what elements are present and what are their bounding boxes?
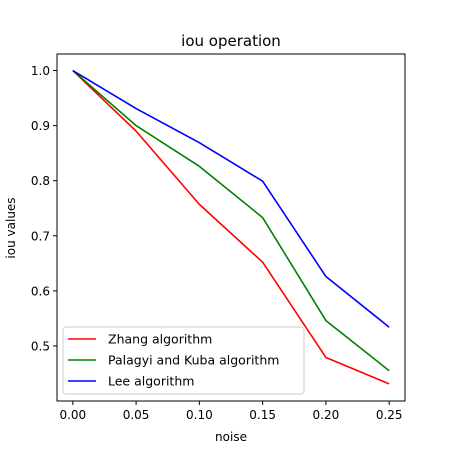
y-tick-label: 0.7 xyxy=(31,229,50,243)
legend: Zhang algorithm Palagyi and Kuba algorith… xyxy=(62,326,305,395)
x-tick-label: 0.10 xyxy=(186,408,213,422)
y-tick-label: 0.5 xyxy=(31,339,50,353)
y-axis-ticks: 0.5 0.6 0.7 0.8 0.9 1.0 xyxy=(31,64,57,353)
x-tick-label: 0.25 xyxy=(376,408,403,422)
plot-frame xyxy=(56,53,406,402)
y-tick-label: 0.9 xyxy=(31,119,50,133)
legend-label-0: Zhang algorithm xyxy=(108,332,212,347)
legend-label-2: Lee algorithm xyxy=(108,374,194,389)
series-line-1 xyxy=(72,69,390,372)
x-axis-label: noise xyxy=(215,430,247,444)
chart-title: iou operation xyxy=(181,32,281,50)
plot-lines xyxy=(72,69,390,385)
x-axis-ticks: 0.00 0.05 0.10 0.15 0.20 0.25 xyxy=(59,401,403,422)
series-line-0 xyxy=(72,69,390,385)
legend-label-1: Palagyi and Kuba algorithm xyxy=(108,353,279,368)
x-tick-label: 0.05 xyxy=(123,408,150,422)
x-tick-label: 0.00 xyxy=(59,408,86,422)
y-axis-label: iou values xyxy=(4,197,18,258)
series-line-2 xyxy=(72,69,390,328)
y-tick-label: 0.6 xyxy=(31,284,50,298)
legend-box xyxy=(62,326,305,395)
y-tick-label: 0.8 xyxy=(31,174,50,188)
x-tick-label: 0.20 xyxy=(313,408,340,422)
x-tick-label: 0.15 xyxy=(249,408,276,422)
y-tick-label: 1.0 xyxy=(31,64,50,78)
